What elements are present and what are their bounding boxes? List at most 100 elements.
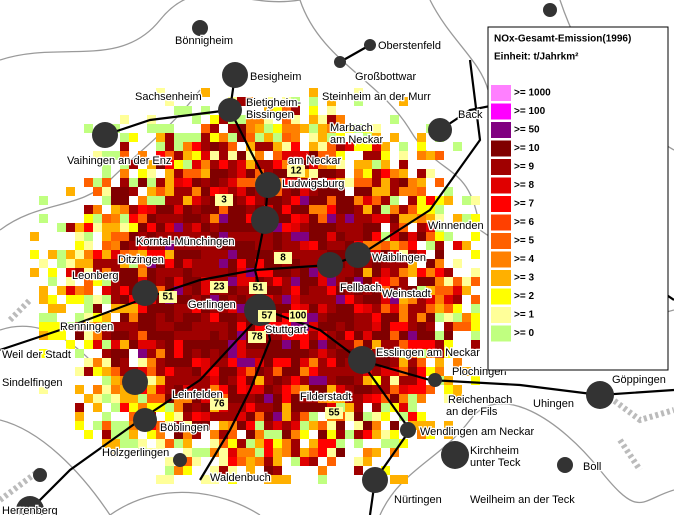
heat-cell xyxy=(228,259,237,268)
heat-cell xyxy=(336,394,345,403)
heat-cell xyxy=(237,322,246,331)
heat-cell xyxy=(291,367,300,376)
heat-cell xyxy=(192,241,201,250)
heat-cell xyxy=(300,277,309,286)
heat-cell xyxy=(174,106,183,115)
heat-cell xyxy=(327,106,336,115)
heat-cell xyxy=(318,385,327,394)
heat-cell xyxy=(201,304,210,313)
heat-cell xyxy=(354,313,363,322)
heat-cell xyxy=(165,358,174,367)
heat-cell xyxy=(273,268,282,277)
heat-cell xyxy=(102,241,111,250)
heat-cell xyxy=(300,457,309,466)
heat-cell xyxy=(273,421,282,430)
heat-cell xyxy=(390,349,399,358)
heat-cell xyxy=(381,169,390,178)
heat-cell xyxy=(192,178,201,187)
heat-cell xyxy=(336,358,345,367)
heat-cell xyxy=(471,295,480,304)
heat-cell xyxy=(237,340,246,349)
heat-cell xyxy=(327,124,336,133)
heat-cell xyxy=(75,259,84,268)
heat-cell xyxy=(399,439,408,448)
heat-cell xyxy=(228,169,237,178)
heat-cell xyxy=(255,367,264,376)
heat-cell xyxy=(372,133,381,142)
heat-cell xyxy=(327,358,336,367)
heat-cell xyxy=(174,340,183,349)
heat-cell xyxy=(165,385,174,394)
heat-cell xyxy=(336,439,345,448)
heat-cell xyxy=(210,142,219,151)
heat-cell xyxy=(354,322,363,331)
heat-cell xyxy=(471,268,480,277)
heat-cell xyxy=(39,322,48,331)
heat-cell xyxy=(345,322,354,331)
heat-cell xyxy=(39,349,48,358)
heat-cell xyxy=(426,232,435,241)
heat-cell xyxy=(147,322,156,331)
heat-cell xyxy=(201,367,210,376)
heat-cell xyxy=(246,205,255,214)
heat-cell xyxy=(147,187,156,196)
heat-cell xyxy=(246,187,255,196)
heat-cell xyxy=(345,403,354,412)
heat-cell xyxy=(156,187,165,196)
heat-cell xyxy=(390,367,399,376)
heat-cell xyxy=(282,169,291,178)
heat-cell xyxy=(273,331,282,340)
heat-cell xyxy=(174,214,183,223)
heat-cell xyxy=(237,187,246,196)
heat-cell xyxy=(264,439,273,448)
heat-cell xyxy=(174,178,183,187)
heat-cell xyxy=(246,439,255,448)
heat-cell xyxy=(300,160,309,169)
heat-cell xyxy=(363,160,372,169)
heat-cell xyxy=(120,286,129,295)
heat-cell xyxy=(192,421,201,430)
heat-cell xyxy=(300,286,309,295)
heat-cell xyxy=(237,421,246,430)
heat-cell xyxy=(444,313,453,322)
heat-cell xyxy=(255,268,264,277)
heat-cell xyxy=(246,340,255,349)
heat-cell xyxy=(327,304,336,313)
value-box xyxy=(289,310,307,322)
heat-cell xyxy=(93,250,102,259)
heat-cell xyxy=(228,394,237,403)
heat-cell xyxy=(219,439,228,448)
heat-cell xyxy=(120,340,129,349)
heat-cell xyxy=(147,160,156,169)
heat-cell xyxy=(228,331,237,340)
heat-cell xyxy=(93,178,102,187)
heat-cell xyxy=(282,331,291,340)
heat-cell xyxy=(399,412,408,421)
heat-cell xyxy=(57,322,66,331)
heat-cell xyxy=(291,124,300,133)
heat-cell xyxy=(399,376,408,385)
heat-cell xyxy=(462,322,471,331)
heat-cell xyxy=(210,475,219,484)
heat-cell xyxy=(390,358,399,367)
heat-cell xyxy=(327,232,336,241)
heat-cell xyxy=(174,268,183,277)
town-label: Wendlingen am Neckar xyxy=(420,426,534,438)
heat-cell xyxy=(84,250,93,259)
heat-cell xyxy=(372,124,381,133)
heat-cell xyxy=(120,322,129,331)
heat-cell xyxy=(174,142,183,151)
heat-cell xyxy=(291,322,300,331)
heat-cell xyxy=(201,151,210,160)
heat-cell xyxy=(363,376,372,385)
heat-cell xyxy=(75,295,84,304)
heat-cell xyxy=(210,250,219,259)
heat-cell xyxy=(156,223,165,232)
heat-cell xyxy=(300,124,309,133)
town-label: Bietigheim- xyxy=(246,97,301,109)
heat-cell xyxy=(219,358,228,367)
heat-cell xyxy=(444,340,453,349)
heat-cell xyxy=(147,205,156,214)
heat-cell xyxy=(120,358,129,367)
heat-cell xyxy=(183,151,192,160)
